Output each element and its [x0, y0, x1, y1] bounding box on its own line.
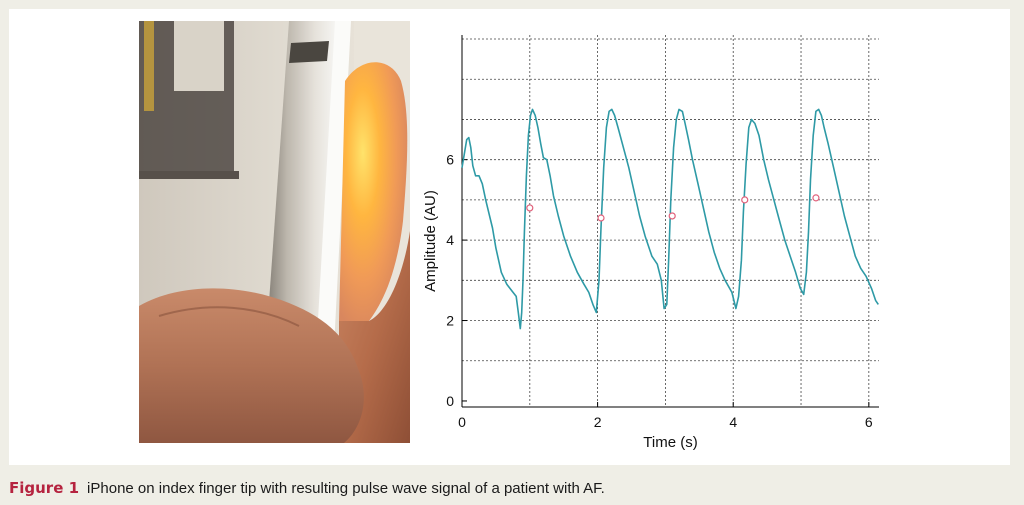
chart-grid — [462, 35, 879, 407]
figure-caption: Figure 1 iPhone on index finger tip with … — [9, 479, 605, 497]
x-axis-label: Time (s) — [643, 434, 697, 451]
series-layer — [461, 108, 879, 330]
peak-marker — [526, 204, 534, 212]
y-tick-label: 2 — [446, 313, 454, 329]
peak-marker — [597, 214, 605, 222]
figure-label: Figure 1 — [9, 479, 80, 497]
x-tick-label: 2 — [594, 414, 602, 430]
y-axis-label: Amplitude (AU) — [422, 190, 439, 292]
peak-marker — [812, 194, 820, 202]
y-tick-label: 6 — [446, 152, 454, 168]
caption-text: iPhone on index finger tip with resultin… — [87, 480, 605, 497]
chart-ticks: 0 2 4 6 0 2 4 6 — [446, 152, 873, 430]
photo-illustration — [139, 21, 410, 443]
x-tick-label: 4 — [729, 414, 737, 430]
chart-axes — [461, 35, 879, 408]
iphone-finger-photo — [139, 21, 410, 443]
x-tick-label: 0 — [458, 414, 466, 430]
peak-marker — [741, 196, 749, 204]
pulse-wave-chart: 0 2 4 6 0 2 4 6 Time (s) Amplitude (AU) — [422, 35, 879, 451]
pulse-wave-line — [461, 108, 879, 330]
y-tick-label: 0 — [446, 393, 454, 409]
x-tick-label: 6 — [865, 414, 873, 430]
peak-marker — [668, 212, 676, 220]
y-tick-label: 4 — [446, 232, 454, 248]
marker-layer — [526, 194, 820, 222]
